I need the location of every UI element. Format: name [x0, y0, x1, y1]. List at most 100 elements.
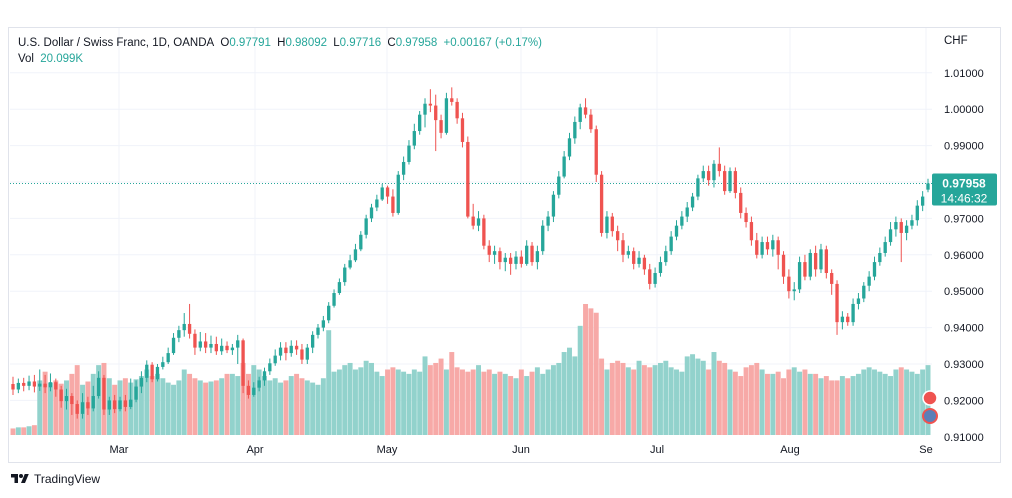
volume-bar [320, 378, 326, 435]
volume-bar [21, 427, 27, 435]
volume-bar [781, 378, 787, 435]
candle-body [674, 225, 679, 237]
event-flag-icon[interactable] [922, 390, 938, 406]
volume-bar [668, 367, 674, 435]
candle-body [107, 400, 111, 410]
candle-body [835, 283, 839, 323]
time-axis[interactable]: Mar Apr May Jun Jul Aug Se [110, 444, 933, 456]
candle [289, 340, 293, 357]
candle [203, 333, 208, 354]
candle-body [385, 187, 390, 197]
candle [268, 358, 272, 375]
candle [525, 240, 529, 266]
candle [749, 216, 754, 246]
candle [418, 111, 422, 135]
candle [171, 333, 176, 355]
event-icons[interactable] [922, 390, 938, 424]
candle-body [680, 216, 684, 226]
candle-body [846, 316, 850, 323]
candle-body [910, 220, 914, 226]
low-label: L [333, 37, 340, 49]
candle [723, 165, 727, 195]
price-tick-label: 0.94000 [944, 323, 984, 335]
candle [856, 293, 861, 310]
candle [113, 394, 117, 414]
volume-bar [219, 378, 225, 435]
candle [910, 214, 914, 230]
volume-row: Vol 20.099K [18, 51, 545, 67]
candle [824, 245, 828, 279]
candle-body [364, 218, 368, 235]
volume-bar [304, 380, 310, 435]
volume-bar [647, 367, 653, 435]
volume-bar [850, 376, 856, 435]
volume-bar [775, 371, 781, 435]
time-tick-label: Aug [780, 444, 800, 456]
us-flag-icon[interactable] [922, 408, 938, 424]
candle-body [150, 364, 154, 380]
candle [492, 245, 497, 264]
volume-bar [15, 427, 21, 435]
volume-bar [738, 376, 744, 435]
candle [920, 191, 925, 212]
candle [567, 132, 572, 161]
candle-body [872, 262, 877, 277]
time-tick-label: May [377, 444, 398, 456]
price-axis[interactable]: 1.010001.000000.990000.980000.970000.960… [944, 68, 984, 444]
candle-body [54, 382, 58, 390]
candle [91, 385, 95, 412]
candle [16, 378, 21, 394]
candle-body [59, 389, 63, 402]
volume-bar [369, 362, 374, 435]
volume-bar [604, 369, 610, 435]
volume-bar [96, 365, 102, 435]
candle-body [781, 254, 786, 277]
candle [669, 231, 673, 255]
candle-body [492, 251, 497, 255]
volume-bar [556, 362, 562, 435]
volume-bar [347, 362, 353, 435]
candle-body [514, 256, 518, 264]
candle [86, 396, 90, 415]
candle [899, 218, 903, 263]
candle-body [80, 402, 85, 414]
volume-bar [379, 376, 385, 435]
candle-body [321, 320, 326, 328]
candle-body [353, 249, 358, 261]
candle [27, 375, 31, 391]
candle [690, 192, 695, 212]
branding[interactable]: TradingView [10, 472, 100, 486]
candle-body [43, 383, 47, 388]
candle [589, 109, 593, 133]
candle [642, 254, 647, 275]
volume-bar [674, 369, 679, 435]
volume-label[interactable]: Vol [18, 53, 34, 65]
candle-body [16, 382, 21, 390]
candle [359, 231, 363, 252]
candle-body [187, 323, 192, 334]
candle-body [182, 323, 186, 331]
symbol-title[interactable]: U.S. Dollar / Swiss Franc, 1D, OANDA [18, 37, 215, 49]
candlesticks [11, 87, 930, 419]
candle-body [813, 252, 818, 270]
candle [107, 396, 111, 415]
candle-body [203, 341, 208, 348]
candle-body [86, 402, 90, 409]
price-tick-label: 0.93000 [944, 359, 984, 371]
tradingview-logo-icon [11, 474, 29, 483]
volume-bar [251, 365, 257, 435]
candle-body [466, 141, 470, 217]
volume-bar [240, 362, 246, 435]
candle-body [760, 242, 764, 255]
candle [220, 338, 224, 355]
volume-bar [797, 371, 803, 435]
candle-body [508, 257, 513, 264]
candle-body [11, 384, 15, 390]
volume-bar [192, 378, 198, 435]
candle [43, 374, 47, 394]
volume-bar [877, 371, 883, 435]
last-price-tag: 0.97958 14:46:32 [932, 173, 997, 206]
candle [551, 191, 556, 223]
candle [460, 112, 465, 148]
